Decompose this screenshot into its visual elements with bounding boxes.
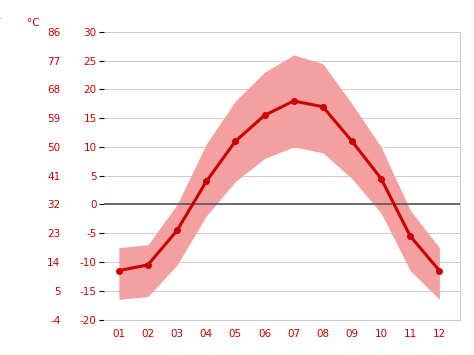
Text: °F: °F — [0, 18, 1, 28]
Text: °C: °C — [27, 18, 39, 28]
